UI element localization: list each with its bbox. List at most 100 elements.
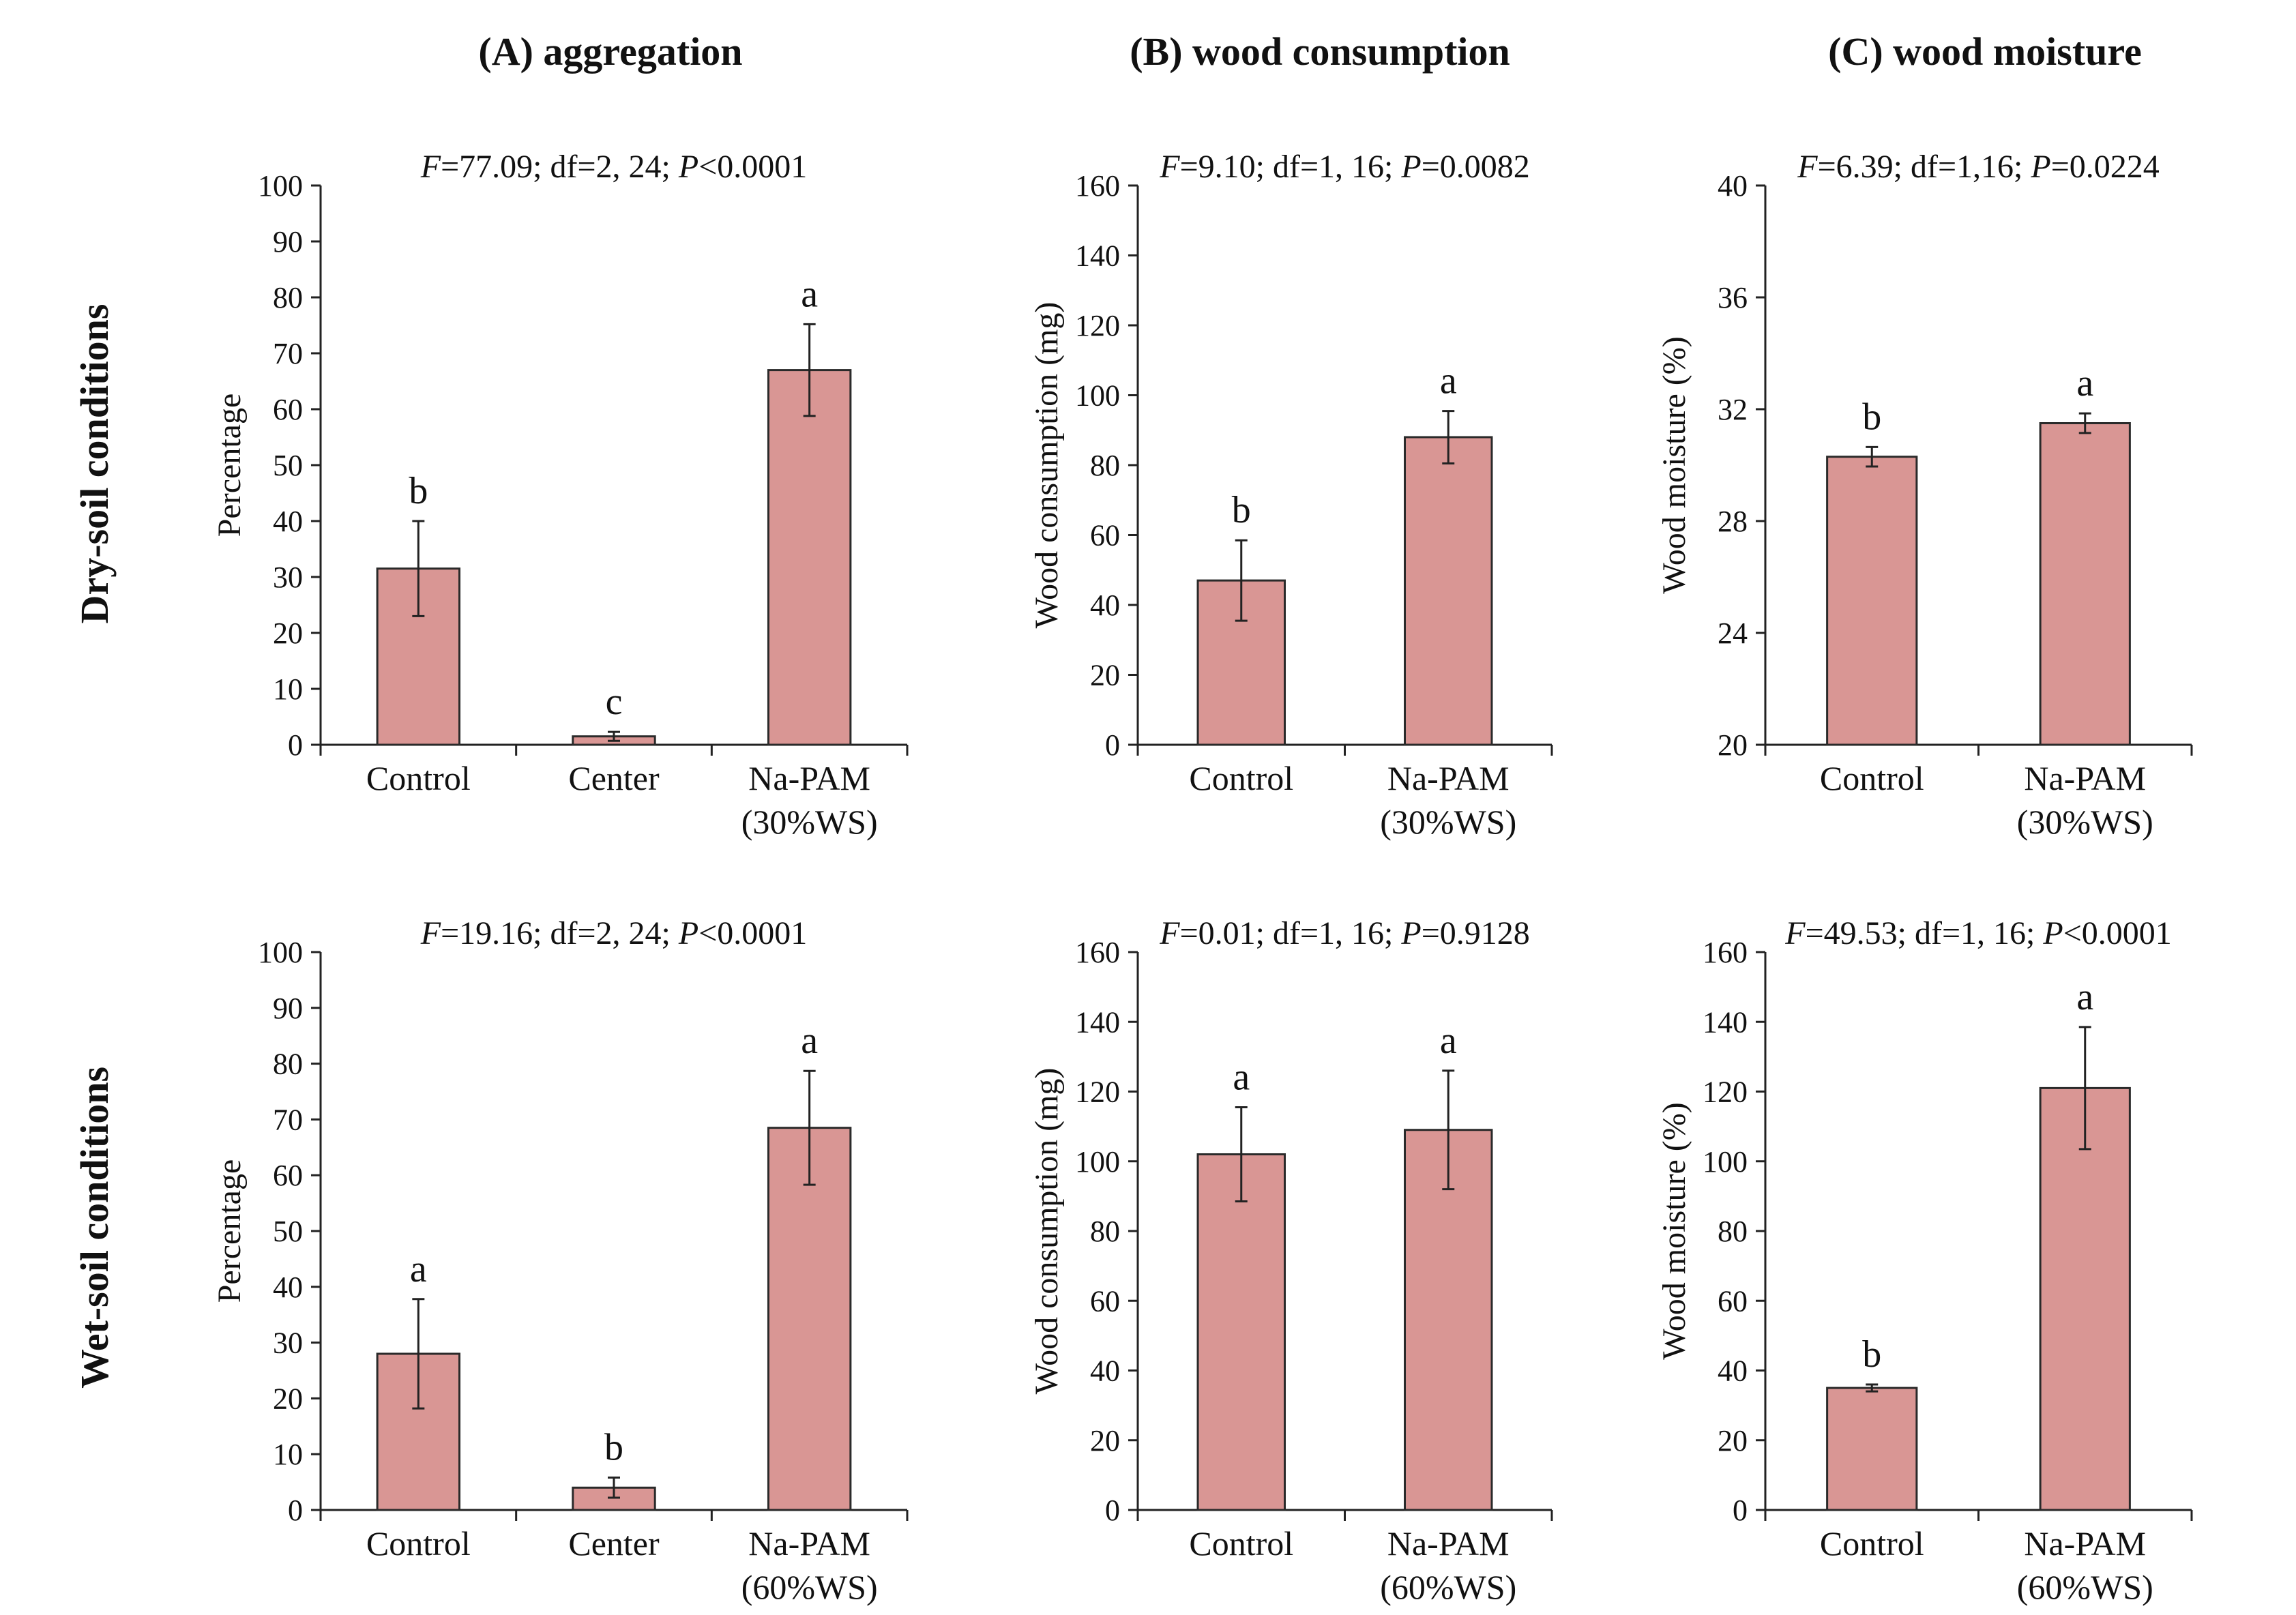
stats-p-val: <0.0001 <box>2063 915 2172 951</box>
significance-letter: b <box>1862 1333 1881 1376</box>
category-label: Center <box>568 759 660 797</box>
stats-f-val: =49.53; df=1, 16; <box>1806 915 2044 951</box>
y-tick-label: 40 <box>1090 589 1120 622</box>
y-tick-label: 0 <box>1733 1494 1748 1527</box>
category-label: Control <box>1189 759 1293 797</box>
y-tick-label: 60 <box>273 1159 303 1192</box>
y-tick-label: 20 <box>1090 1424 1120 1457</box>
chart-B-wet: F=0.01; df=1, 16; P=0.9128 0 20 40 60 80 100 12… <box>1029 915 1553 1606</box>
significance-letter: a <box>1233 1056 1250 1099</box>
category-label: Na-PAM <box>748 759 870 797</box>
stats-p-val: =0.9128 <box>1422 915 1530 951</box>
category-label: Center <box>568 1524 660 1562</box>
category-label: Na-PAM <box>2024 1524 2146 1562</box>
stats-f-val: =19.16; df=2, 24; <box>441 915 679 951</box>
stats-f: F <box>1159 915 1180 951</box>
stats-line: F=19.16; df=2, 24; P<0.0001 <box>420 915 808 951</box>
bar <box>376 1352 461 1511</box>
y-tick-label: 100 <box>1075 379 1120 413</box>
column-title-wood-moisture: (C) wood moisture <box>1828 29 2142 74</box>
stats-f: F <box>420 915 441 951</box>
y-tick-label: 80 <box>1090 449 1120 482</box>
category-label: Na-PAM <box>1387 759 1510 797</box>
y-tick-label: 140 <box>1075 1005 1120 1039</box>
y-tick-label: 40 <box>1718 1354 1748 1388</box>
stats-p-val: =0.0224 <box>2051 149 2160 185</box>
significance-letter: a <box>2076 362 2093 404</box>
y-tick-label: 60 <box>1090 519 1120 552</box>
y-tick-label: 80 <box>273 1048 303 1081</box>
stats-p-val: <0.0001 <box>698 149 807 185</box>
y-axis-label: Wood consumption (mg) <box>1029 302 1065 629</box>
y-axis-label: Percentage <box>211 394 248 537</box>
category-label: Na-PAM <box>1387 1524 1510 1562</box>
y-tick-label: 120 <box>1075 1076 1120 1109</box>
significance-letter: b <box>409 470 428 512</box>
row-title-dry-soil: Dry-soil conditions <box>72 304 117 624</box>
bar <box>2039 1086 2131 1511</box>
y-tick-label: 80 <box>1718 1215 1748 1248</box>
significance-letter: b <box>1862 396 1881 438</box>
category-label: (60%WS) <box>2017 1568 2153 1606</box>
y-tick-label: 100 <box>1075 1145 1120 1179</box>
y-axis-label: Percentage <box>211 1159 248 1303</box>
stats-f-val: =9.10; df=1, 16; <box>1180 149 1402 185</box>
y-tick-label: 32 <box>1718 393 1748 426</box>
y-tick-label: 40 <box>1718 169 1748 203</box>
category-label: Control <box>366 759 471 797</box>
y-tick-label: 30 <box>273 1327 303 1360</box>
stats-f-val: =6.39; df=1,16; <box>1818 149 2031 185</box>
y-tick-label: 50 <box>273 1215 303 1248</box>
y-tick-label: 90 <box>273 992 303 1025</box>
y-tick-label: 24 <box>1718 617 1748 650</box>
category-label: Control <box>366 1524 471 1562</box>
y-tick-label: 120 <box>1075 309 1120 342</box>
stats-p-val: <0.0001 <box>698 915 807 951</box>
significance-letter: b <box>604 1427 623 1469</box>
category-label: (30%WS) <box>1380 803 1516 841</box>
category-label: Na-PAM <box>748 1524 870 1562</box>
y-tick-label: 40 <box>273 505 303 538</box>
bar <box>767 1127 852 1511</box>
stats-f-val: =0.01; df=1, 16; <box>1180 915 1402 951</box>
significance-letter: a <box>1440 360 1457 402</box>
category-label: (60%WS) <box>741 1568 878 1606</box>
y-tick-label: 120 <box>1703 1076 1748 1109</box>
significance-letter: a <box>410 1248 427 1290</box>
significance-letter: a <box>801 1020 818 1062</box>
significance-letter: b <box>1232 489 1251 531</box>
y-tick-label: 36 <box>1718 281 1748 314</box>
chart-C-dry: F=6.39; df=1,16; P=0.0224 20 24 28 32 36 40 Woo… <box>1656 149 2193 841</box>
y-tick-label: 60 <box>273 393 303 426</box>
y-tick-label: 28 <box>1718 505 1748 538</box>
column-title-aggregation: (A) aggregation <box>478 29 742 74</box>
y-tick-label: 70 <box>273 1103 303 1136</box>
y-tick-label: 100 <box>1703 1145 1748 1179</box>
chart-panels: F=77.09; df=2, 24; P<0.00010102030405060… <box>211 149 2193 1606</box>
y-tick-label: 60 <box>1090 1284 1120 1318</box>
bar <box>1826 1387 1918 1511</box>
y-tick-label: 0 <box>288 728 303 762</box>
stats-f: F <box>1159 149 1180 185</box>
y-axis-label: Wood moisture (%) <box>1656 336 1692 593</box>
stats-f: F <box>1784 915 1806 951</box>
stats-p: P <box>2042 915 2063 951</box>
significance-letter: a <box>2076 976 2093 1018</box>
y-tick-label: 160 <box>1703 936 1748 969</box>
y-tick-label: 160 <box>1075 936 1120 969</box>
category-label: (30%WS) <box>741 803 878 841</box>
category-label: (30%WS) <box>2017 803 2153 841</box>
stats-p: P <box>678 915 698 951</box>
y-tick-label: 0 <box>1105 728 1120 762</box>
chart-A-wet: F=19.16; df=2, 24; P<0.0001 0 10 20 30 40 50 60… <box>211 915 909 1606</box>
stats-f: F <box>1797 149 1818 185</box>
y-tick-label: 70 <box>273 337 303 370</box>
y-tick-label: 80 <box>273 281 303 314</box>
y-tick-label: 40 <box>273 1271 303 1304</box>
y-tick-label: 10 <box>273 1438 303 1471</box>
y-axis-label: Wood moisture (%) <box>1656 1102 1692 1359</box>
stats-p: P <box>1400 915 1421 951</box>
stats-line: F=49.53; df=1, 16; P<0.0001 <box>1784 915 2172 951</box>
y-tick-label: 30 <box>273 561 303 594</box>
